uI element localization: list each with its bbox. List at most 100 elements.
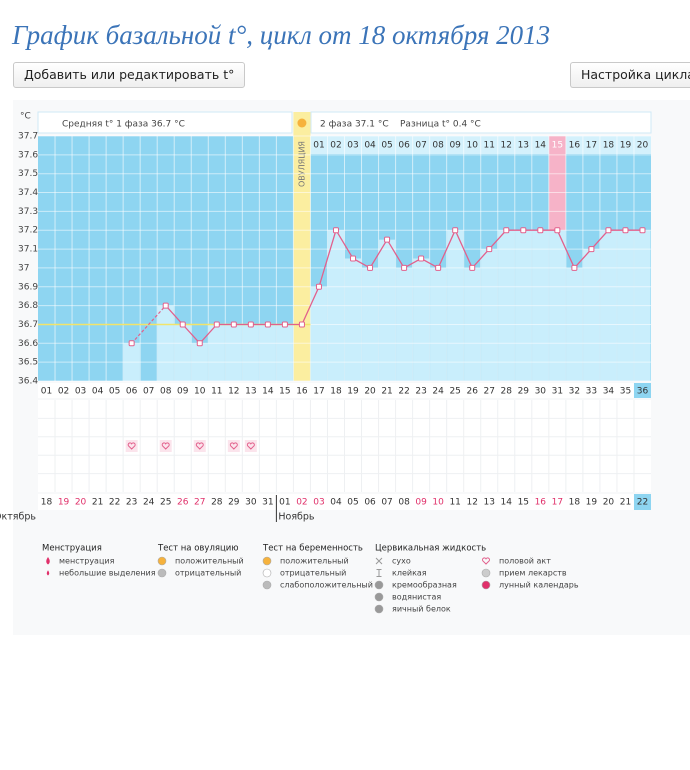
day-label: 32 xyxy=(569,387,580,397)
legend-icon xyxy=(374,604,384,614)
phase2-day-label: 11 xyxy=(484,141,495,151)
phase2-day-label: 07 xyxy=(415,141,426,151)
day-label: 33 xyxy=(586,387,597,397)
phase2-day-label: 13 xyxy=(518,141,529,151)
temperature-bar xyxy=(413,258,430,381)
day-label: 01 xyxy=(41,387,52,397)
date-label: 31 xyxy=(262,498,273,508)
temperature-marker xyxy=(520,227,527,234)
legend-title: Цервикальная жидкость xyxy=(375,544,486,554)
date-label: 11 xyxy=(449,498,460,508)
temperature-marker xyxy=(213,321,220,328)
y-tick-label: 37.4 xyxy=(18,188,38,198)
temperature-marker xyxy=(622,227,629,234)
temperature-bar xyxy=(259,324,276,381)
temperature-bar xyxy=(583,249,600,381)
y-tick-label: 37.2 xyxy=(18,226,38,236)
temperature-marker xyxy=(298,321,305,328)
legend-title: Тест на овуляцию xyxy=(157,544,238,554)
legend-item: кремообразная xyxy=(392,581,457,590)
day-label: 18 xyxy=(330,387,342,397)
date-label: 29 xyxy=(228,498,240,508)
temperature-marker xyxy=(486,246,493,253)
phase2-day-label: 12 xyxy=(501,141,512,151)
temperature-marker xyxy=(452,227,459,234)
current-date-box xyxy=(633,494,651,510)
date-label: 18 xyxy=(41,498,53,508)
date-label: 19 xyxy=(58,498,70,508)
phase2-day-label: 19 xyxy=(620,141,632,151)
temperature-marker xyxy=(469,264,476,271)
legend-item: менструация xyxy=(59,557,115,566)
temperature-marker xyxy=(162,302,169,309)
phase2-day-label: 15 xyxy=(552,141,563,151)
day-label: 23 xyxy=(415,387,426,397)
legend-item: небольшие выделения xyxy=(59,569,156,578)
intercourse-heart xyxy=(246,442,255,450)
legend-icon xyxy=(157,556,167,566)
day-label: 19 xyxy=(347,387,359,397)
phase1-label: Средняя t° 1 фаза 36.7 °C xyxy=(62,120,185,130)
day-label: 17 xyxy=(313,387,324,397)
date-label: 09 xyxy=(415,498,427,508)
date-label: 20 xyxy=(603,498,615,508)
legend-item: положительный xyxy=(280,557,349,566)
temperature-marker xyxy=(537,227,544,234)
day-label: 31 xyxy=(552,387,563,397)
y-tick-label: 37.7 xyxy=(18,132,38,142)
intercourse-box xyxy=(244,440,257,452)
add-temperature-button[interactable]: Добавить или редактировать t° xyxy=(13,62,246,88)
day-label: 22 xyxy=(398,387,409,397)
legend-title: Тест на беременность xyxy=(262,544,363,554)
intercourse-heart xyxy=(161,442,170,450)
y-tick-label: 36.7 xyxy=(18,320,38,330)
date-label: 19 xyxy=(586,498,598,508)
day-label: 26 xyxy=(466,387,478,397)
temperature-marker xyxy=(230,321,237,328)
y-tick-label: 37.3 xyxy=(18,207,38,217)
date-label: 22 xyxy=(637,498,648,508)
phase2-day-label: 10 xyxy=(466,141,478,151)
day-label: 02 xyxy=(58,387,69,397)
day-label: 03 xyxy=(75,387,86,397)
legend-item: водянистая xyxy=(392,593,441,602)
phase2-day-label: 20 xyxy=(637,141,649,151)
date-label: 08 xyxy=(398,498,410,508)
temperature-marker xyxy=(332,227,339,234)
temperature-marker xyxy=(247,321,254,328)
temperature-bar xyxy=(225,324,242,381)
legend-item: сухо xyxy=(392,557,411,566)
temperature-bar xyxy=(481,249,498,381)
day-label: 25 xyxy=(449,387,460,397)
cycle-settings-button[interactable]: Настройка цикла xyxy=(570,62,690,88)
date-label: 05 xyxy=(347,498,358,508)
phase2-day-label: 18 xyxy=(603,141,615,151)
legend-icon xyxy=(482,557,490,565)
legend-icon xyxy=(46,570,50,576)
day-label: 09 xyxy=(177,387,189,397)
temperature-marker xyxy=(367,264,374,271)
date-label: 16 xyxy=(535,498,547,508)
legend-item: половой акт xyxy=(499,557,551,566)
legend-icon xyxy=(262,556,272,566)
date-label: 07 xyxy=(381,498,392,508)
temperature-bar xyxy=(379,239,396,381)
intercourse-box xyxy=(159,440,172,452)
temperature-bar xyxy=(174,324,191,381)
current-day-box xyxy=(633,383,651,398)
y-unit: °C xyxy=(20,112,31,122)
day-label: 04 xyxy=(92,387,104,397)
legend-item: отрицательный xyxy=(280,569,346,578)
temperature-marker xyxy=(401,264,408,271)
date-label: 13 xyxy=(484,498,495,508)
intercourse-box xyxy=(227,440,240,452)
day-row xyxy=(38,383,651,398)
day-label: 11 xyxy=(211,387,222,397)
day-label: 16 xyxy=(296,387,308,397)
day-label: 27 xyxy=(484,387,495,397)
temperature-marker xyxy=(554,227,561,234)
date-label: 21 xyxy=(92,498,103,508)
phase2-day-label: 05 xyxy=(381,141,392,151)
day-label: 08 xyxy=(160,387,172,397)
